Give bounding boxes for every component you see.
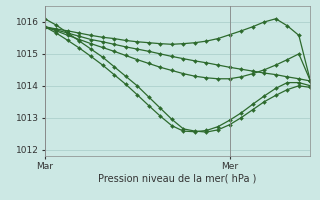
X-axis label: Pression niveau de la mer( hPa ): Pression niveau de la mer( hPa ) [99,173,257,183]
